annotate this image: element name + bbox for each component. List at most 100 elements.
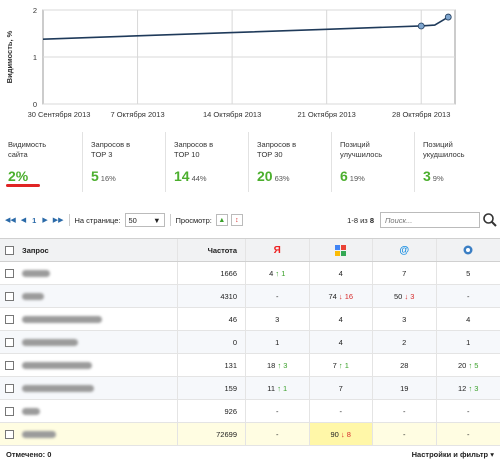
first-page-icon[interactable]: ◀◀ xyxy=(5,217,16,224)
table-row[interactable]: 926 - - - - xyxy=(0,400,500,423)
search-input[interactable] xyxy=(380,212,480,228)
yandex-position-cell: - xyxy=(246,400,310,422)
row-checkbox[interactable] xyxy=(4,314,14,324)
row-checkbox[interactable] xyxy=(4,291,14,301)
header-frequency[interactable]: Частота xyxy=(178,239,246,261)
row-checkbox[interactable] xyxy=(4,429,14,439)
per-page-value: 50 xyxy=(128,215,137,225)
pagination-toolbar: ◀◀ ◀ 1 ▶ ▶▶ На странице: 50 ▼ Просмотр: … xyxy=(0,210,500,230)
table-footer: Отмечено: 0 Настройки и фильтр ▾ xyxy=(0,446,500,462)
stats-panel: Видимость сайта 2% Запросов в TOP 3 5 16%… xyxy=(0,132,500,192)
stat-value: 2% xyxy=(8,168,29,184)
query-cell[interactable] xyxy=(18,400,178,422)
table-row[interactable]: 46 3 4 3 4 xyxy=(0,308,500,331)
position-change: ↑ 1 xyxy=(338,360,349,370)
divider xyxy=(169,214,171,226)
position-value: 4 xyxy=(338,268,343,278)
header-yandex[interactable]: Я xyxy=(246,239,310,261)
stat-value: 6 19% xyxy=(340,168,365,184)
x-tick-label: 28 Октября 2013 xyxy=(392,110,450,119)
y-tick-label: 2 xyxy=(33,6,37,15)
per-page-label: На странице: xyxy=(74,215,121,225)
stat-percent: 16% xyxy=(100,174,116,183)
row-checkbox[interactable] xyxy=(4,337,14,347)
stat-value: 14 44% xyxy=(174,168,207,184)
yandex-icon: Я xyxy=(273,244,281,256)
google-position-cell: 90 ↓ 8 xyxy=(309,423,373,445)
prev-page-icon[interactable]: ◀ xyxy=(20,217,27,224)
query-cell[interactable] xyxy=(18,423,178,445)
position-value: 7 xyxy=(338,383,343,393)
position-value: 20 xyxy=(458,360,467,370)
position-value: 5 xyxy=(466,268,471,278)
highlight-underline xyxy=(6,184,40,187)
row-check-cell xyxy=(0,262,18,284)
search-icon[interactable] xyxy=(482,212,498,228)
next-page-icon[interactable]: ▶ xyxy=(42,217,48,224)
header-rambler[interactable] xyxy=(437,239,500,261)
query-cell[interactable] xyxy=(18,354,178,376)
redacted-query xyxy=(22,407,40,415)
settings-filter-link[interactable]: Настройки и фильтр ▾ xyxy=(411,449,494,459)
position-value: 19 xyxy=(400,383,409,393)
query-cell[interactable] xyxy=(18,262,178,284)
stat-value: 20 63% xyxy=(257,168,290,184)
table-row[interactable]: 159 11 ↑ 1 7 19 12 ↑ 3 xyxy=(0,377,500,400)
position-change: ↑ 3 xyxy=(277,360,288,370)
stat-percent: 19% xyxy=(349,174,365,183)
google-position-cell: 4 xyxy=(310,308,373,330)
position-value: 12 xyxy=(458,383,467,393)
current-page[interactable]: 1 xyxy=(32,215,37,225)
query-cell[interactable] xyxy=(18,331,178,353)
row-checkbox[interactable] xyxy=(4,268,14,278)
position-value: 50 xyxy=(394,291,403,301)
position-value: 28 xyxy=(400,360,409,370)
google-position-cell: 7 ↑ 1 xyxy=(310,354,373,376)
position-change: ↑ 3 xyxy=(468,383,479,393)
header-mailru[interactable]: @ xyxy=(373,239,437,261)
table-row[interactable]: 72699 - 90 ↓ 8 - - xyxy=(0,423,500,446)
row-checkbox[interactable] xyxy=(4,383,14,393)
row-checkbox[interactable] xyxy=(4,360,14,370)
position-value: - xyxy=(403,429,406,439)
data-point xyxy=(417,22,425,30)
yandex-position-cell: - xyxy=(246,423,310,445)
header-google[interactable] xyxy=(310,239,373,261)
google-position-cell: - xyxy=(310,400,373,422)
position-value: - xyxy=(339,406,343,416)
rambler-position-cell: 1 xyxy=(437,331,500,353)
divider xyxy=(68,214,70,226)
compare-toggle-icon[interactable]: ↕ xyxy=(230,214,243,226)
series-line xyxy=(42,16,449,40)
table-row[interactable]: 4310-74 ↓ 16 50 ↓ 3- xyxy=(0,285,500,308)
stat-value: 5 16% xyxy=(91,168,116,184)
per-page-select[interactable]: 50 ▼ xyxy=(124,213,165,227)
frequency-cell: 4310 xyxy=(178,285,246,307)
position-value: 2 xyxy=(402,337,407,347)
query-cell[interactable] xyxy=(18,285,178,307)
stat-top3: Запросов в TOP 3 5 16% xyxy=(83,132,166,192)
x-tick-label: 21 Октября 2013 xyxy=(298,110,356,119)
google-position-cell: 4 xyxy=(310,262,373,284)
select-all-checkbox[interactable] xyxy=(4,245,14,255)
mailru-position-cell: 19 xyxy=(373,377,437,399)
position-value: 18 xyxy=(267,360,276,370)
position-value: 7 xyxy=(402,268,407,278)
query-cell[interactable] xyxy=(18,308,178,330)
last-page-icon[interactable]: ▶▶ xyxy=(52,217,64,224)
table-row[interactable]: 0 1 4 2 1 xyxy=(0,331,500,354)
stat-label: Запросов в TOP 30 xyxy=(257,140,297,159)
query-cell[interactable] xyxy=(18,377,178,399)
position-value: 4 xyxy=(466,314,471,324)
position-value: - xyxy=(276,291,279,301)
header-query[interactable]: Запрос xyxy=(18,239,178,261)
frequency-cell: 46 xyxy=(178,308,246,330)
yandex-position-cell: 1 xyxy=(246,331,310,353)
position-change: ↑ 5 xyxy=(468,360,479,370)
frequency-cell: 159 xyxy=(178,377,246,399)
row-checkbox[interactable] xyxy=(4,406,14,416)
sort-toggle-icon[interactable]: ▲ xyxy=(215,214,228,226)
position-value: - xyxy=(467,291,470,301)
